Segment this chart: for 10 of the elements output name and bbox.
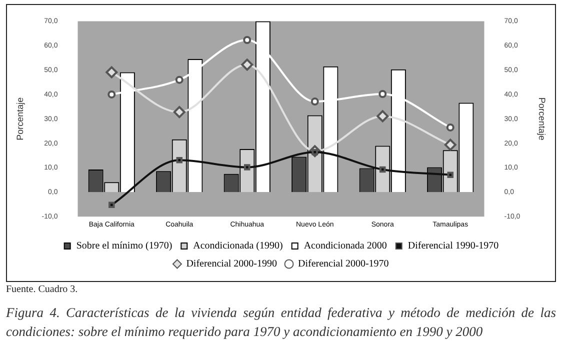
legend-label: Acondicionada 2000 — [304, 240, 387, 252]
y2-axis-title: Porcentaje — [537, 97, 548, 140]
legend-label: Diferencial 2000-1970 — [298, 258, 389, 270]
text: Figura 4. Características de la vivienda según entidad federativa y método de medición de las condiciones: sobre el mínimo requerido para 1970 y acondicionamiento en 1990 y 2000 — [6, 304, 556, 341]
legend-label: Sobre el mínimo (1970) — [76, 240, 172, 252]
legend-label: Diferencial 1990-1970 — [408, 240, 499, 252]
y-axis-title: Porcentaje — [14, 97, 25, 140]
legend-label: Acondicionada (1990) — [193, 240, 283, 252]
legend-label: Diferencial 2000-1990 — [186, 258, 278, 270]
source-note: Fuente. Cuadro 3. — [6, 284, 78, 295]
